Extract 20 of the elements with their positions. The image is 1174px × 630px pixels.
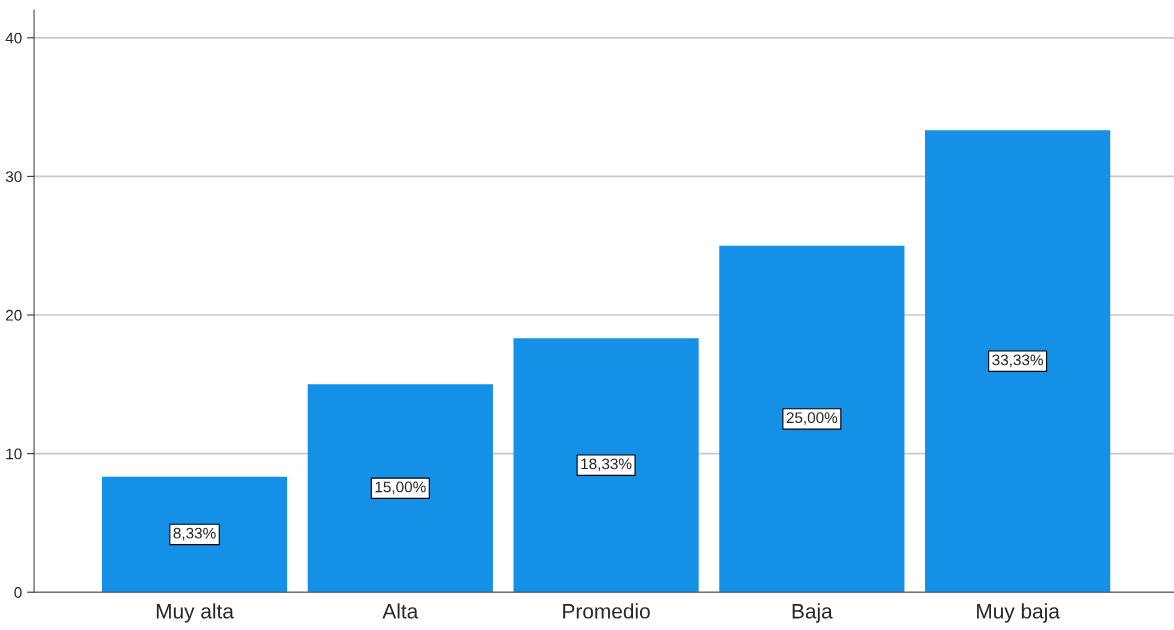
data-label: 8,33% bbox=[173, 527, 216, 541]
x-tick-label: Alta bbox=[382, 603, 419, 619]
bar bbox=[101, 476, 288, 593]
x-tick-label: Muy baja bbox=[977, 603, 1060, 623]
bar bbox=[719, 245, 905, 593]
x-tick-label: Muy alta bbox=[156, 603, 234, 623]
y-tick-label: 10 bbox=[6, 448, 22, 460]
bar bbox=[925, 130, 1111, 593]
y-tick-label: 40 bbox=[5, 32, 22, 44]
data-label: 25,00% bbox=[786, 412, 838, 425]
y-tick-label: 20 bbox=[6, 309, 22, 321]
bar bbox=[307, 384, 493, 593]
data-label: 18,33% bbox=[581, 458, 632, 472]
bar bbox=[513, 338, 699, 593]
y-tick-label: 0 bbox=[14, 587, 22, 598]
data-label: 33,33% bbox=[992, 354, 1043, 368]
y-tick-label: 30 bbox=[5, 171, 22, 183]
x-tick-label: Baja bbox=[792, 603, 833, 623]
x-tick-label: Promedio bbox=[563, 603, 650, 619]
data-label: 15,00% bbox=[375, 481, 426, 495]
